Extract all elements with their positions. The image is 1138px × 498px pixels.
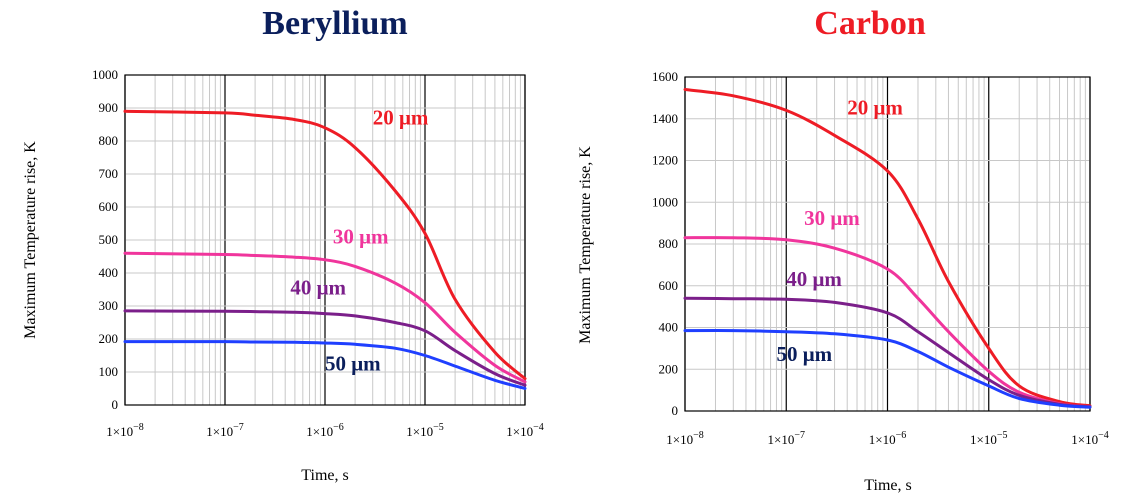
series-line-50um [683,329,1092,409]
series-label: 50 μm [325,351,381,375]
y-tick-label: 200 [659,361,679,376]
y-tick-label: 200 [99,331,119,346]
beryllium-panel: Beryllium 0 100 200 300 400 500 600 700 800 900 10… [22,5,544,484]
chart-title: Carbon [814,5,926,42]
series-label: 30 μm [333,224,389,248]
series-lines [683,88,1092,409]
y-tick-label: 800 [659,236,679,251]
y-axis-label: Maximum Temperature rise, K [577,146,594,344]
series-line-30um [683,236,1092,409]
series-line-40um [683,296,1092,409]
y-tick-labels: 0 100 200 300 400 500 600 700 800 900 1000 [92,67,118,412]
x-tick-label: 1×10−7 [206,422,243,439]
y-tick-label: 800 [99,133,119,148]
series-labels: 20 μm 30 μm 40 μm 50 μm [290,106,429,376]
series-label: 50 μm [776,342,832,366]
series-line-40um [123,309,527,387]
x-tick-labels: 1×10−8 1×10−7 1×10−6 1×10−5 1×10−4 [666,430,1108,447]
series-labels: 20 μm 30 μm 40 μm 50 μm [776,96,903,366]
series-label: 30 μm [804,206,860,230]
y-tick-labels: 0 200 400 600 800 1000 1200 1400 1600 [652,69,678,418]
y-tick-label: 600 [99,199,119,214]
plot-frame [684,76,1091,412]
x-axis-label: Time, s [864,477,911,494]
y-axis-label: Maximum Temperature rise, K [22,141,39,339]
x-tick-label: 1×10−6 [869,430,906,447]
y-tick-label: 400 [99,265,119,280]
series-label: 40 μm [786,267,842,291]
series-label: 40 μm [290,275,346,299]
y-tick-label: 0 [672,403,679,418]
y-tick-label: 500 [99,232,119,247]
y-tick-label: 1600 [652,69,678,84]
x-tick-labels: 1×10−8 1×10−7 1×10−6 1×10−5 1×10−4 [106,422,543,439]
plot-grid [684,76,1091,412]
x-tick-label: 1×10−4 [1071,430,1108,447]
x-tick-label: 1×10−7 [768,430,805,447]
y-tick-label: 700 [99,166,119,181]
x-tick-label: 1×10−8 [106,422,143,439]
y-tick-label: 600 [659,278,679,293]
y-tick-label: 1000 [652,194,678,209]
y-tick-label: 1200 [652,153,678,168]
x-axis-label: Time, s [301,467,348,484]
series-line-30um [123,251,527,384]
x-tick-label: 1×10−6 [306,422,343,439]
x-tick-label: 1×10−4 [506,422,543,439]
y-tick-label: 1400 [652,111,678,126]
series-label: 20 μm [847,96,903,120]
plot-frame [124,74,526,406]
series-line-20um [683,88,1092,408]
chart-title: Beryllium [262,5,407,42]
y-tick-label: 1000 [92,67,118,82]
y-tick-label: 0 [112,397,119,412]
y-tick-label: 900 [99,100,119,115]
x-tick-label: 1×10−5 [970,430,1007,447]
carbon-panel: Carbon 0 200 400 600 800 1000 1200 1400 1600 1×1… [577,5,1109,494]
x-tick-label: 1×10−8 [666,430,703,447]
series-label: 20 μm [373,106,429,130]
series-line-20um [123,109,527,381]
y-tick-label: 300 [99,298,119,313]
y-tick-label: 400 [659,320,679,335]
series-lines [123,109,527,390]
y-tick-label: 100 [99,364,119,379]
series-line-50um [123,340,527,390]
x-tick-label: 1×10−5 [406,422,443,439]
